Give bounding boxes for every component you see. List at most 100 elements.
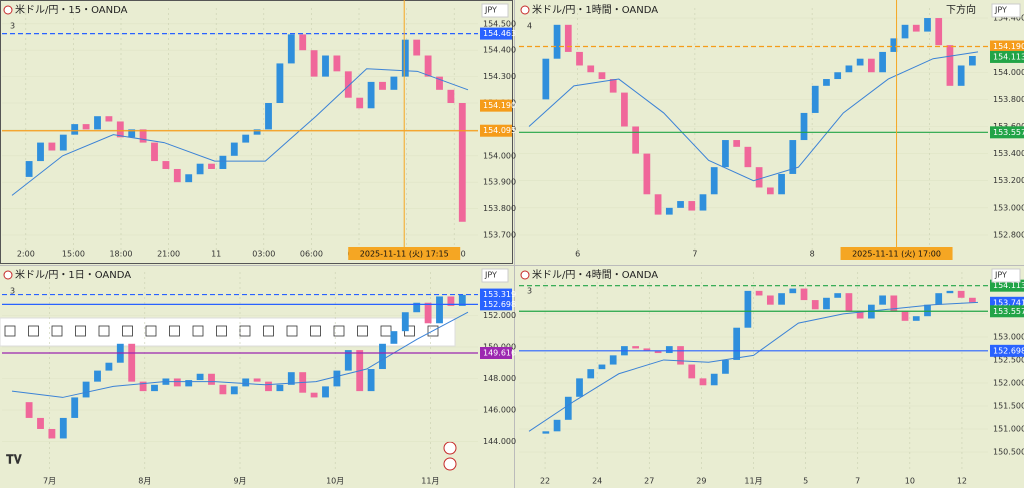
candle — [356, 97, 364, 109]
candle — [151, 142, 158, 162]
candle — [946, 45, 954, 86]
tool-icon[interactable] — [310, 325, 321, 337]
y-tick-label: 148.000 — [483, 374, 516, 383]
tool-icon[interactable] — [4, 325, 16, 337]
candle — [344, 350, 352, 371]
drawing-toolbar — [0, 317, 456, 347]
tool-icon[interactable] — [333, 325, 345, 337]
candle — [778, 293, 785, 305]
x-tick-label: 8月 — [138, 477, 151, 486]
price-label: 154.190 — [993, 42, 1024, 51]
moving-average — [528, 51, 979, 182]
tool-icon[interactable] — [28, 325, 39, 337]
y-tick-label: 144.000 — [483, 437, 516, 446]
tool-icon[interactable] — [122, 325, 133, 337]
flag-icon[interactable] — [443, 457, 457, 471]
tool-icon[interactable] — [427, 325, 439, 337]
y-tick-label: 152.500 — [993, 355, 1024, 364]
x-tick-label: 12 — [957, 477, 967, 486]
tool-icon[interactable] — [286, 325, 298, 337]
candle — [401, 39, 409, 77]
flag-icon[interactable] — [443, 441, 457, 455]
currency: JPY — [484, 271, 497, 280]
candle — [367, 369, 375, 392]
candle — [665, 346, 673, 354]
x-tick-label: 06:00 — [300, 250, 323, 259]
price-label-bg — [480, 99, 512, 112]
candle — [587, 65, 595, 73]
annotation: 下方向 — [946, 3, 976, 16]
candle — [722, 140, 729, 168]
candle — [82, 381, 90, 398]
candle — [139, 381, 147, 392]
candle — [105, 362, 113, 371]
candle — [196, 373, 204, 381]
x-tick-label: 2:00 — [17, 250, 35, 259]
price-label: 154.113 — [993, 52, 1024, 61]
candle — [230, 386, 238, 395]
tool-icon[interactable] — [98, 325, 110, 337]
panel-title: 米ドル/円・1時間・OANDA — [532, 3, 658, 16]
tool-icon[interactable] — [380, 325, 392, 337]
candle — [845, 65, 853, 73]
tool-icon[interactable] — [145, 325, 157, 337]
cursor-label: 2025-11-11 (火) 17:15 — [360, 250, 449, 259]
price-label-bg — [990, 126, 1024, 139]
candle — [834, 293, 842, 298]
price-label: 153.741 — [993, 298, 1024, 307]
tool-icon[interactable] — [192, 325, 204, 337]
candle — [811, 85, 819, 113]
candle — [447, 296, 455, 306]
price-label: 152.698 — [483, 300, 516, 309]
candle — [436, 76, 443, 90]
candle — [856, 58, 864, 66]
candle — [823, 297, 830, 310]
candle — [800, 288, 808, 301]
x-tick-label: 18:00 — [109, 250, 132, 259]
currency: JPY — [994, 271, 1007, 280]
candle — [699, 194, 707, 211]
candle — [59, 134, 67, 151]
candle — [677, 201, 684, 208]
candle — [173, 168, 181, 183]
candle — [834, 72, 842, 80]
price-label-bg — [990, 50, 1024, 63]
tool-icon[interactable] — [263, 325, 274, 337]
candle — [621, 92, 628, 127]
tool-icon[interactable] — [75, 325, 86, 337]
x-tick-label: 8 — [810, 250, 815, 259]
candle — [276, 63, 284, 104]
tool-icon[interactable] — [239, 325, 251, 337]
candle — [71, 397, 79, 418]
candle — [196, 163, 204, 175]
candle — [208, 163, 215, 169]
candle — [800, 112, 808, 141]
tool-icon[interactable] — [169, 325, 180, 337]
candle — [890, 295, 898, 312]
moving-average — [11, 311, 469, 398]
candle — [778, 173, 785, 195]
candle — [287, 372, 295, 385]
candle — [265, 103, 272, 130]
candle — [553, 419, 561, 432]
price-label: 149.616 — [483, 348, 516, 357]
price-label-bg — [480, 288, 512, 301]
candle — [789, 140, 797, 174]
candle — [935, 18, 943, 46]
tool-icon[interactable] — [51, 325, 63, 337]
tool-icon[interactable] — [357, 325, 368, 337]
tool-icon[interactable] — [216, 325, 227, 337]
candle — [688, 201, 696, 211]
candle — [151, 384, 158, 392]
candle — [310, 50, 318, 77]
y-tick-label: 150.500 — [993, 448, 1024, 457]
price-label-bg — [480, 346, 512, 359]
candle — [173, 378, 181, 387]
y-tick-label: 154.400 — [993, 14, 1024, 23]
candle — [688, 364, 696, 379]
active-panel-border — [0, 0, 513, 264]
candle — [845, 293, 853, 312]
candle — [424, 55, 432, 77]
y-tick-label: 152.800 — [993, 230, 1024, 239]
x-tick-label: 10 — [905, 477, 915, 486]
